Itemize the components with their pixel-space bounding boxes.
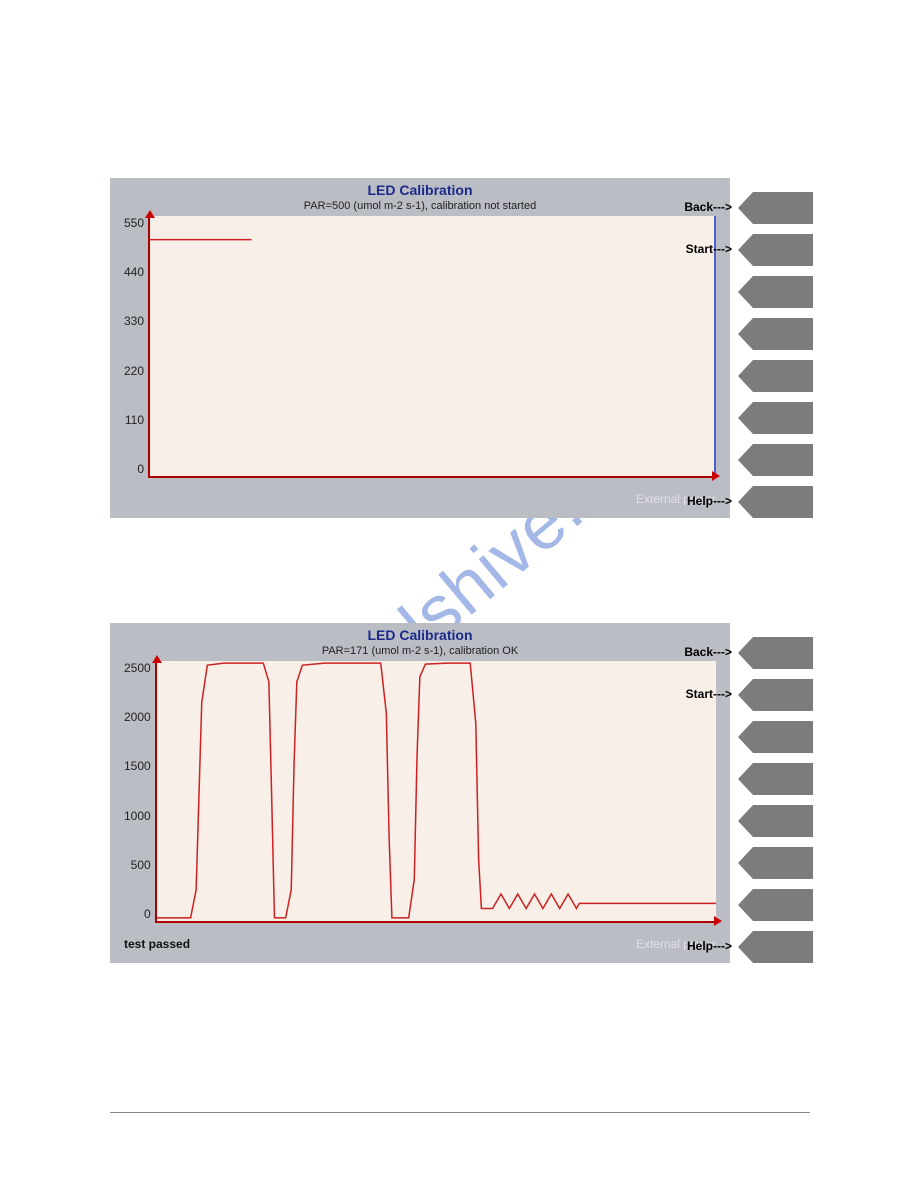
start-label: Start---> [660, 242, 732, 256]
calibration-panel-2: LED Calibration PAR=171 (umol m-2 s-1), … [110, 623, 730, 963]
side-button-5[interactable] [738, 360, 813, 392]
side-button-6[interactable] [738, 847, 813, 879]
side-button-7[interactable] [738, 444, 813, 476]
side-button-4[interactable] [738, 763, 813, 795]
back-button[interactable] [738, 192, 813, 224]
help-label: Help---> [660, 494, 732, 508]
calibration-panel-1: LED Calibration PAR=500 (umol m-2 s-1), … [110, 178, 730, 518]
panel-subtitle: PAR=171 (umol m-2 s-1), calibration OK [110, 645, 730, 661]
help-label: Help---> [660, 939, 732, 953]
chart-plot-area [148, 216, 716, 478]
side-button-7[interactable] [738, 889, 813, 921]
panel-footer: test passed External power [110, 933, 730, 957]
chart-line [157, 661, 716, 921]
side-button-3[interactable] [738, 276, 813, 308]
panel-footer: External power [110, 488, 730, 512]
side-button-column-1 [738, 192, 813, 528]
divider-line [110, 1112, 810, 1113]
start-button[interactable] [738, 679, 813, 711]
chart-line [150, 216, 714, 476]
status-text: test passed [124, 937, 190, 951]
side-button-6[interactable] [738, 402, 813, 434]
help-button[interactable] [738, 486, 813, 518]
back-button[interactable] [738, 637, 813, 669]
side-button-5[interactable] [738, 805, 813, 837]
panel-subtitle: PAR=500 (umol m-2 s-1), calibration not … [110, 200, 730, 216]
side-button-3[interactable] [738, 721, 813, 753]
y-axis-labels: 25002000150010005000 [124, 661, 155, 921]
back-label: Back---> [660, 645, 732, 659]
help-button[interactable] [738, 931, 813, 963]
back-label: Back---> [660, 200, 732, 214]
chart-container: 5504403302201100 [124, 216, 716, 478]
chart-plot-area [155, 661, 716, 923]
chart-container: 25002000150010005000 [124, 661, 716, 923]
side-button-column-2 [738, 637, 813, 973]
start-label: Start---> [660, 687, 732, 701]
panel-title: LED Calibration [110, 623, 730, 645]
panel-title: LED Calibration [110, 178, 730, 200]
start-button[interactable] [738, 234, 813, 266]
side-button-4[interactable] [738, 318, 813, 350]
y-axis-labels: 5504403302201100 [124, 216, 148, 476]
